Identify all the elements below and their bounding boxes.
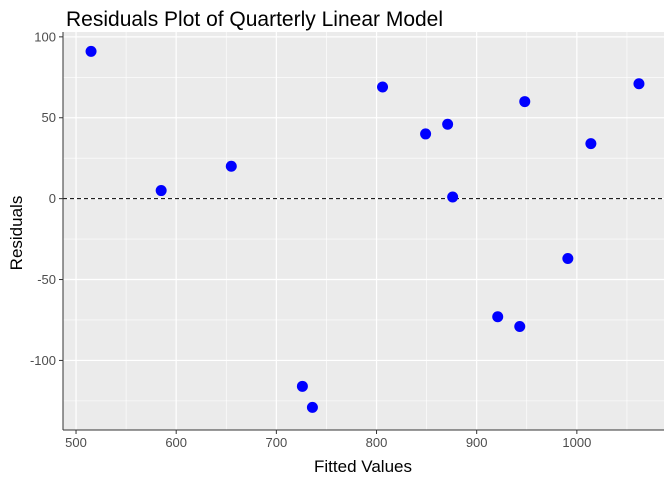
y-tick-label: 0: [49, 191, 56, 206]
major-gridlines: [63, 32, 664, 430]
data-point: [442, 118, 454, 130]
data-point: [633, 78, 645, 90]
chart-title: Residuals Plot of Quarterly Linear Model: [66, 8, 443, 31]
x-axis-ticks: 500 600 700 800 900 1000: [65, 430, 591, 450]
x-tick-label: 700: [266, 435, 288, 450]
x-tick-label: 500: [65, 435, 87, 450]
data-point: [420, 128, 432, 140]
data-point: [296, 380, 308, 392]
x-tick-label: 900: [466, 435, 488, 450]
minor-gridlines: [63, 32, 664, 430]
data-point: [85, 45, 97, 57]
x-tick-label: 800: [366, 435, 388, 450]
data-point: [155, 185, 167, 197]
data-point: [514, 320, 526, 332]
data-point: [306, 401, 318, 413]
y-tick-label: 50: [42, 110, 56, 125]
y-tick-label: -50: [37, 272, 56, 287]
x-axis-title: Fitted Values: [314, 457, 412, 476]
data-point: [585, 138, 597, 150]
data-point: [225, 160, 237, 172]
y-axis-ticks: -100 -50 0 50 100: [30, 29, 63, 368]
data-point: [562, 253, 574, 265]
data-point: [492, 311, 504, 323]
y-tick-label: 100: [34, 29, 56, 44]
data-points: [85, 45, 645, 413]
data-point: [377, 81, 389, 93]
data-point: [519, 96, 531, 108]
y-tick-label: -100: [30, 353, 56, 368]
x-tick-label: 1000: [562, 435, 591, 450]
plot-panel: [63, 32, 664, 430]
data-point: [447, 191, 459, 203]
x-tick-label: 600: [165, 435, 187, 450]
y-axis-title: Residuals: [7, 196, 26, 271]
axes: [62, 32, 664, 431]
